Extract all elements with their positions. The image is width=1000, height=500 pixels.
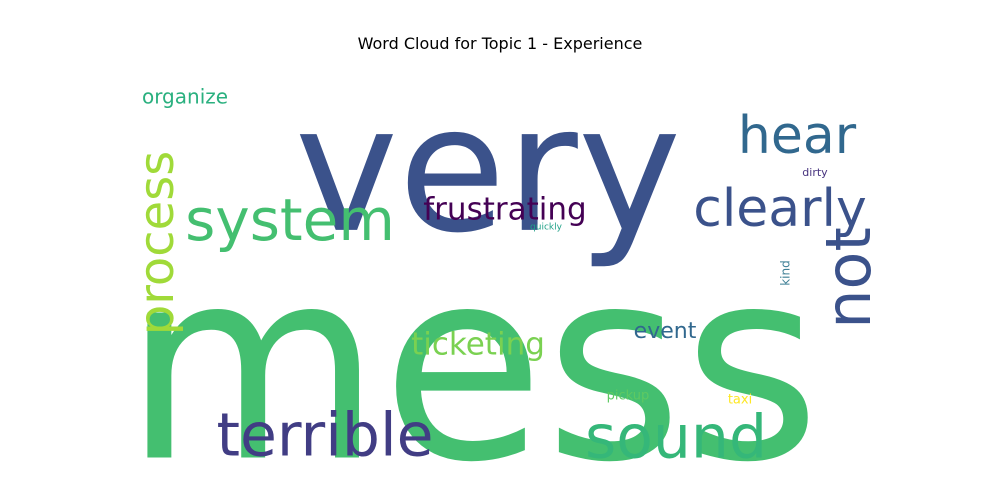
- word-terrible: terrible: [216, 401, 433, 471]
- word-very: very: [295, 69, 682, 272]
- word-quickly: quickly: [530, 223, 563, 233]
- word-not: not: [812, 227, 885, 329]
- word-system: system: [185, 186, 395, 254]
- word-frustrating: frustrating: [423, 192, 586, 228]
- word-ticketing: ticketing: [411, 327, 545, 363]
- word-sound: sound: [585, 403, 767, 473]
- word-organize: organize: [142, 85, 228, 109]
- word-kind: kind: [779, 260, 793, 286]
- word-dirty: dirty: [802, 166, 828, 179]
- word-pickup: pickup: [607, 389, 650, 404]
- word-clearly: clearly: [693, 179, 867, 239]
- word-event: event: [634, 319, 697, 344]
- word-process: process: [129, 151, 185, 335]
- word-hear: hear: [738, 106, 857, 166]
- chart-title: Word Cloud for Topic 1 - Experience: [357, 34, 643, 53]
- word-mess: mess: [123, 212, 820, 500]
- word-taxi: taxi: [728, 393, 752, 408]
